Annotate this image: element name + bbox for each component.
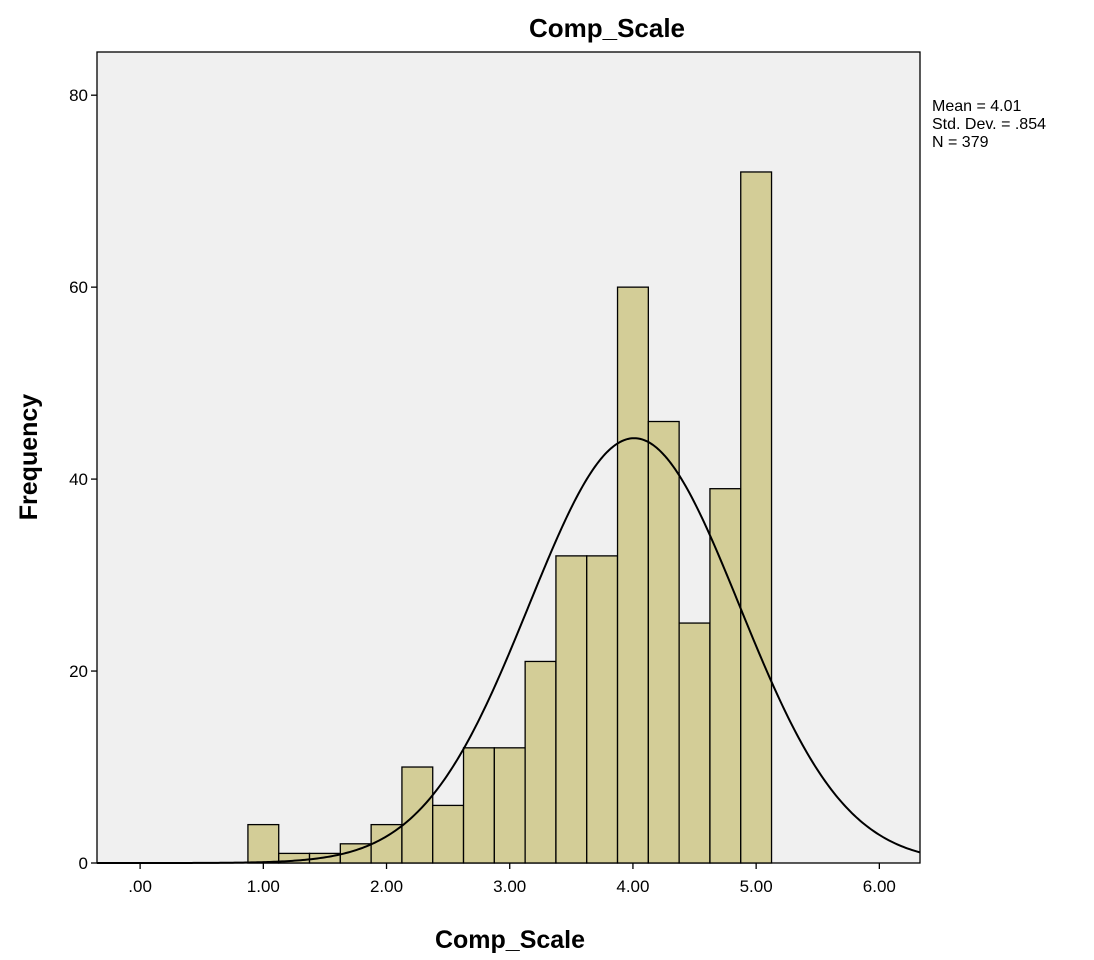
histogram-bar xyxy=(524,660,557,864)
y-axis-ticks: 0 20 40 60 80 xyxy=(69,86,97,873)
y-tick-label: 60 xyxy=(69,278,88,297)
y-tick-label: 20 xyxy=(69,662,88,681)
histogram-bar xyxy=(586,555,619,864)
histogram-bar xyxy=(647,420,680,864)
histogram-bar xyxy=(709,488,742,864)
x-axis-ticks: .00 1.00 2.00 3.00 4.00 5.00 6.00 xyxy=(128,863,896,896)
plot-area xyxy=(96,51,921,864)
x-tick-label: 5.00 xyxy=(740,877,773,896)
x-axis-label: Comp_Scale xyxy=(435,926,585,954)
histogram-bar xyxy=(247,823,280,864)
x-tick-label: 3.00 xyxy=(493,877,526,896)
x-tick-label: 4.00 xyxy=(616,877,649,896)
x-tick-label: .00 xyxy=(128,877,152,896)
histogram-bar xyxy=(432,804,465,864)
histogram-bar xyxy=(555,555,588,864)
normal-curve xyxy=(97,437,921,864)
histogram-bar xyxy=(462,747,495,864)
histogram-bar xyxy=(740,171,773,864)
histogram-bar xyxy=(616,286,649,864)
bars-group xyxy=(247,171,773,864)
histogram-bar xyxy=(401,766,434,864)
y-axis-label: Frequency xyxy=(15,394,43,521)
stat-n: N = 379 xyxy=(932,134,989,151)
stat-std-dev: Std. Dev. = .854 xyxy=(932,116,1046,133)
chart-title: Comp_Scale xyxy=(529,13,685,43)
stat-mean: Mean = 4.01 xyxy=(932,98,1022,115)
y-tick-label: 40 xyxy=(69,470,88,489)
y-tick-label: 0 xyxy=(79,854,88,873)
x-tick-label: 6.00 xyxy=(863,877,896,896)
x-tick-label: 1.00 xyxy=(247,877,280,896)
x-tick-label: 2.00 xyxy=(370,877,403,896)
histogram-bar xyxy=(678,622,711,864)
y-tick-label: 80 xyxy=(69,86,88,105)
stats-box: Mean = 4.01 Std. Dev. = .854 N = 379 xyxy=(932,98,1046,151)
histogram-bar xyxy=(493,747,526,864)
